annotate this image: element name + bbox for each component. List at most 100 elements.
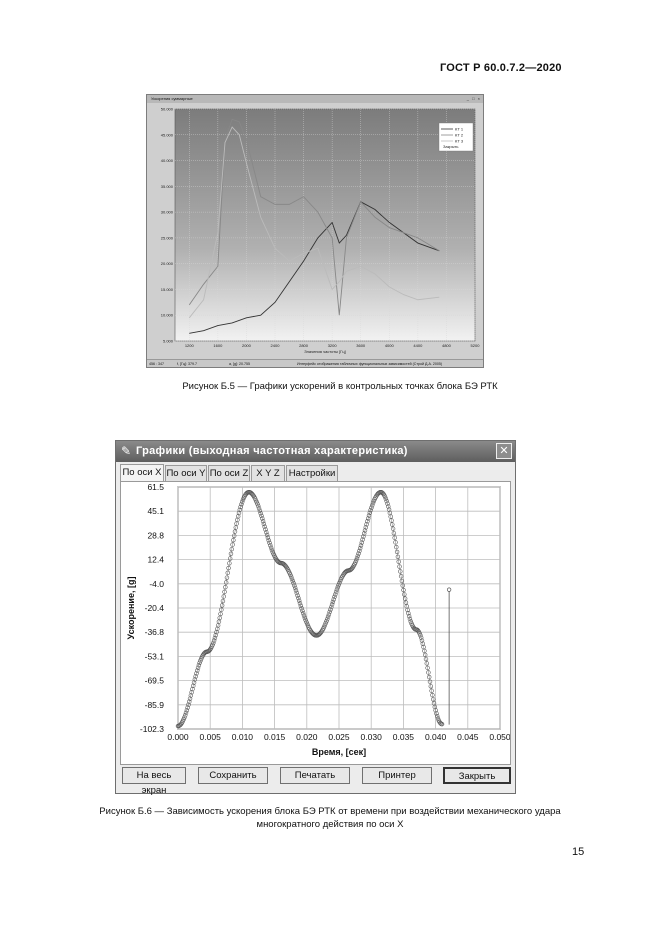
y-tick-label: -102.3 — [140, 724, 164, 734]
data-point — [291, 581, 296, 586]
data-point — [268, 545, 274, 550]
status-acceleration: a, [g]: 20.755 — [229, 362, 250, 366]
data-point — [336, 582, 341, 588]
chart-panel: 0.000 0.005 0.010 0.015 0.020 0.025 0.030 0.035… — [120, 481, 511, 765]
legend-close-label: Закрыть — [443, 144, 458, 149]
data-point — [399, 578, 405, 584]
tab-axis-x[interactable]: По оси X — [120, 464, 164, 481]
time-window-title: Графики (выходная частотная характеристи… — [136, 445, 408, 457]
data-point — [300, 608, 305, 613]
x-tick-label: 0.000 — [167, 732, 189, 742]
figure-b6-caption-line2: многократного действия по оси X — [256, 819, 404, 830]
data-point — [270, 549, 275, 555]
y-tick-label: 30.000 — [161, 210, 174, 215]
data-point — [423, 656, 429, 662]
x-tick-label: 0.035 — [393, 732, 415, 742]
frequency-chart: 1200 1600 2000 2400 2800 3200 3600 4000 4400 4800… — [147, 103, 483, 359]
save-button[interactable]: Сохранить — [198, 767, 268, 784]
y-tick-label: 5.000 — [163, 339, 174, 344]
data-point — [182, 715, 187, 720]
y-tick-label: 45.1 — [147, 506, 164, 516]
y-tick-label: 25.000 — [161, 235, 174, 240]
data-point — [370, 503, 375, 508]
data-point — [259, 513, 264, 519]
x-tick-label: 0.020 — [296, 732, 318, 742]
data-point — [294, 590, 299, 596]
data-point — [288, 574, 294, 579]
data-point — [255, 501, 260, 507]
data-point — [325, 614, 331, 619]
time-graph-window: ✎ Графики (выходная частотная характерис… — [115, 440, 516, 796]
x-tick-label: 2800 — [299, 343, 309, 348]
data-point — [435, 714, 440, 719]
data-point — [211, 638, 217, 643]
x-tick-label: 0.015 — [264, 732, 286, 742]
data-point — [396, 559, 401, 564]
data-point — [402, 592, 407, 597]
y-tick-label: -85.9 — [145, 700, 165, 710]
data-point — [355, 553, 360, 559]
data-point — [400, 583, 405, 588]
data-point — [266, 538, 271, 543]
data-point — [328, 607, 333, 612]
x-tick-label: 0.005 — [200, 732, 222, 742]
data-point — [236, 510, 242, 516]
data-point — [406, 614, 412, 619]
data-point — [229, 546, 234, 552]
data-point — [424, 661, 429, 666]
fullscreen-button[interactable]: На весь экран — [122, 767, 186, 796]
print-button[interactable]: Печатать — [280, 767, 350, 784]
data-point — [222, 589, 227, 595]
data-point — [426, 670, 431, 675]
data-point — [191, 680, 197, 685]
data-point — [226, 565, 231, 571]
x-tick-label: 4000 — [385, 343, 395, 348]
frequency-window-controls[interactable]: _ □ × — [466, 96, 481, 101]
data-point — [225, 570, 230, 576]
data-point — [292, 585, 298, 591]
data-point — [183, 713, 188, 718]
data-point — [237, 507, 242, 513]
data-point — [366, 513, 372, 518]
app-icon: ✎ — [120, 444, 132, 458]
data-point — [231, 533, 237, 538]
data-point — [238, 504, 243, 510]
printer-button[interactable]: Принтер — [362, 767, 432, 784]
data-point — [303, 617, 308, 623]
data-point — [304, 619, 309, 625]
y-tick-label: 35.000 — [161, 184, 174, 189]
close-icon[interactable]: ✕ — [496, 443, 512, 459]
data-point — [335, 585, 340, 590]
data-point — [260, 518, 266, 524]
data-point — [398, 574, 404, 579]
close-button[interactable]: Закрыть — [443, 767, 511, 784]
data-point — [408, 619, 413, 624]
data-point — [391, 530, 397, 536]
data-point — [365, 519, 370, 524]
tab-axis-y[interactable]: По оси Y — [165, 465, 207, 481]
y-tick-label: 28.8 — [147, 530, 164, 540]
data-point — [386, 504, 391, 509]
data-point — [353, 560, 358, 565]
tab-settings[interactable]: Настройки — [286, 465, 338, 481]
data-point — [422, 652, 428, 658]
data-point — [369, 505, 374, 510]
tab-xyz[interactable]: X Y Z — [251, 465, 285, 481]
data-point — [385, 501, 390, 506]
data-point — [212, 635, 218, 641]
data-point — [187, 699, 192, 704]
data-point — [198, 658, 203, 663]
tab-axis-z[interactable]: По оси Z — [208, 465, 250, 481]
data-point — [188, 693, 194, 698]
data-point — [257, 508, 263, 513]
data-point — [223, 584, 228, 590]
x-tick-label: 4800 — [442, 343, 452, 348]
y-tick-label: 50.000 — [161, 107, 174, 112]
data-point — [337, 580, 342, 586]
figure-b6-caption: Рисунок Б.6 — Зависимость ускорения блок… — [60, 805, 600, 831]
data-point — [189, 690, 194, 695]
data-point — [195, 665, 201, 670]
data-point — [265, 535, 271, 540]
data-point — [295, 593, 300, 598]
y-tick-label: -4.0 — [149, 579, 164, 589]
